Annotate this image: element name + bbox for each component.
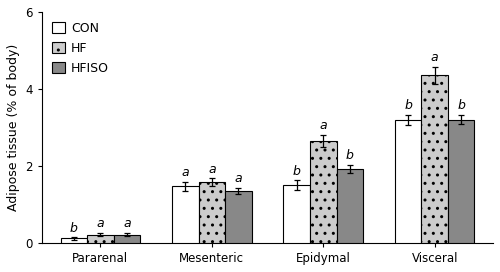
Bar — [422, 76, 448, 243]
Bar — [172, 186, 199, 243]
Legend: CON, HF, HFISO: CON, HF, HFISO — [48, 18, 112, 78]
Text: b: b — [346, 149, 354, 162]
Text: a: a — [123, 217, 130, 230]
Text: a: a — [234, 172, 242, 185]
Text: a: a — [208, 163, 216, 176]
Text: a: a — [320, 119, 327, 132]
Text: b: b — [404, 99, 412, 112]
Text: a: a — [182, 166, 189, 179]
Bar — [114, 234, 140, 243]
Bar — [336, 169, 363, 243]
Bar — [310, 141, 336, 243]
Bar — [225, 191, 252, 243]
Text: a: a — [431, 51, 438, 64]
Bar — [448, 120, 474, 243]
Text: b: b — [458, 100, 465, 112]
Text: b: b — [293, 165, 300, 178]
Bar — [198, 182, 225, 243]
Bar — [395, 120, 421, 243]
Y-axis label: Adipose tissue (% of body): Adipose tissue (% of body) — [7, 44, 20, 211]
Bar — [284, 185, 310, 243]
Text: a: a — [96, 217, 104, 230]
Bar — [60, 238, 87, 243]
Text: b: b — [70, 222, 78, 234]
Bar — [87, 234, 114, 243]
